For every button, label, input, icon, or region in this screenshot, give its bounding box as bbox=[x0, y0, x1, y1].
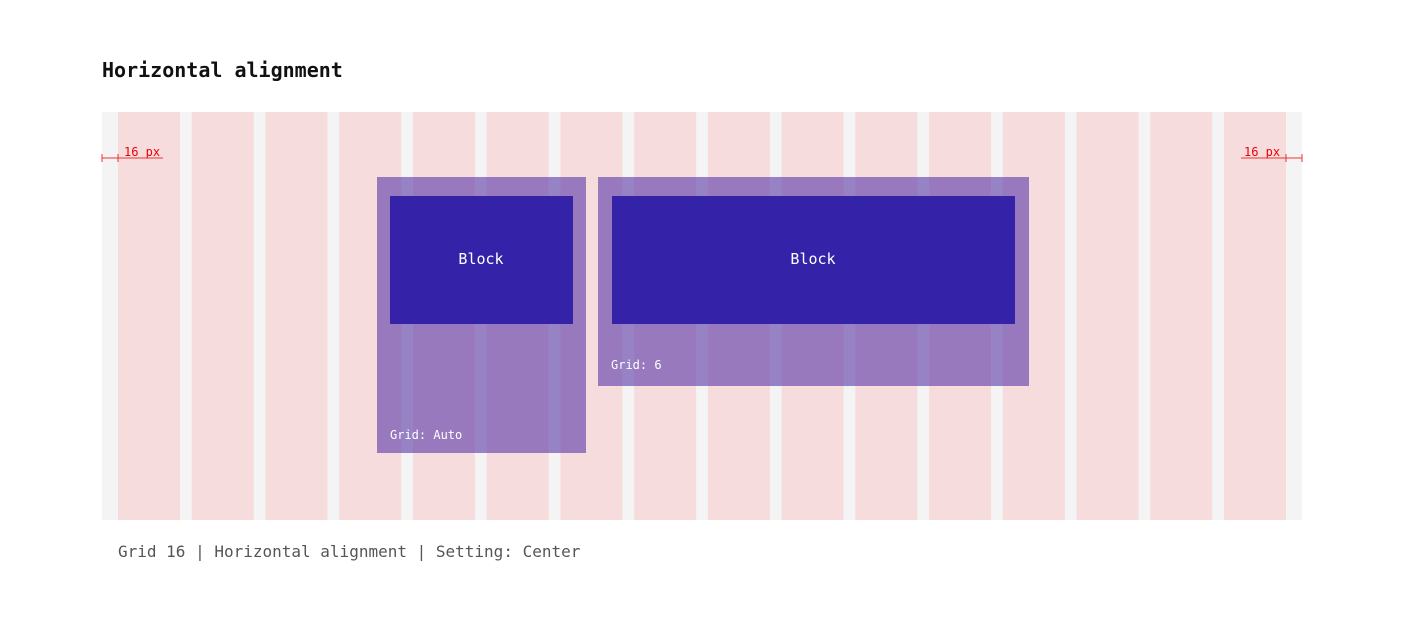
block-label: Block bbox=[458, 250, 503, 268]
left-margin-marker: 16 px bbox=[101, 145, 163, 162]
caption: Grid 16 | Horizontal alignment | Setting… bbox=[118, 542, 581, 561]
grid-label: Grid: Auto bbox=[390, 428, 462, 442]
right-margin-marker: 16 px bbox=[1241, 145, 1303, 162]
grid-column bbox=[118, 112, 180, 520]
grid-column bbox=[191, 112, 254, 520]
block bbox=[612, 196, 1015, 324]
grid-column bbox=[1076, 112, 1139, 520]
grid-column bbox=[1224, 112, 1286, 520]
grid-column bbox=[265, 112, 328, 520]
block-label: Block bbox=[790, 250, 835, 268]
title: Horizontal alignment bbox=[102, 58, 343, 82]
grid-label: Grid: 6 bbox=[611, 358, 662, 372]
container: Block Grid: 6 bbox=[598, 177, 1029, 386]
grid-column bbox=[1150, 112, 1213, 520]
container: Block Grid: Auto bbox=[377, 177, 586, 453]
margin-label: 16 px bbox=[1244, 145, 1280, 159]
margin-label: 16 px bbox=[124, 145, 160, 159]
block bbox=[390, 196, 573, 324]
